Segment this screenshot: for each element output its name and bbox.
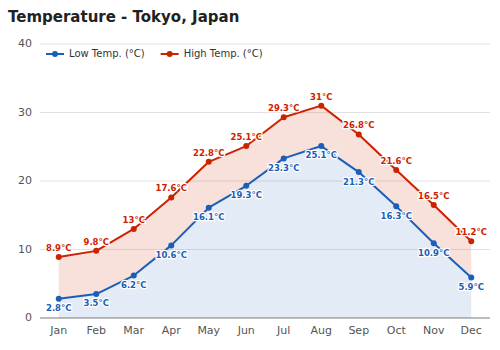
data-label: 2.8°C [46,303,72,313]
data-label: 16.3°C [381,211,412,221]
series-marker [356,131,362,137]
series-marker [281,114,287,120]
series-marker [56,254,62,260]
grid-line [40,112,490,113]
data-label: 21.6°C [381,156,412,166]
data-label: 29.3°C [268,103,299,113]
data-label: 22.8°C [193,148,224,158]
data-label: 16.5°C [418,191,449,201]
series-marker [356,169,362,175]
series-line [59,106,472,257]
legend-item: High Temp. (°C) [161,48,263,59]
x-tick-label: Apr [162,324,182,337]
legend-label: Low Temp. (°C) [69,48,145,59]
x-tick-label: Nov [423,324,445,337]
x-tick-label: Mar [123,324,144,337]
data-label: 25.1°C [231,132,262,142]
series-marker [468,238,474,244]
chart-svg: 0 10 20 30 40 Jan Feb Mar Apr May Jun Jul Aug Sep Oct N… [0,0,500,350]
grid [40,44,490,318]
series-marker [431,202,437,208]
data-label: 16.1°C [193,212,224,222]
data-label: 9.8°C [83,237,109,247]
series-marker [431,240,437,246]
series-marker [281,155,287,161]
series-marker [206,205,212,211]
series-marker [168,242,174,248]
series-marker [131,226,137,232]
series-marker [393,167,399,173]
data-label: 3.5°C [83,298,109,308]
legend: Low Temp. (°C) High Temp. (°C) [46,48,263,59]
x-tick-label: May [197,324,220,337]
x-tick-label: Oct [387,324,407,337]
y-tick-label: 30 [18,106,32,119]
series-marker [93,248,99,254]
legend-label: High Temp. (°C) [184,48,263,59]
x-tick-label: Jan [49,324,67,337]
data-label: 25.1°C [306,150,337,160]
chart-title: Temperature - Tokyo, Japan [8,8,239,26]
series-marker [168,194,174,200]
x-tick-label: Jun [237,324,255,337]
x-tick-label: Aug [311,324,332,337]
x-tick-label: Sep [348,324,369,337]
data-label: 8.9°C [46,243,72,253]
series-marker [393,203,399,209]
series-line [59,146,472,299]
data-label: 17.6°C [156,183,187,193]
x-tick-label: Jul [276,324,290,337]
legend-marker [52,51,58,57]
series-marker [468,275,474,281]
data-label: 11.2°C [456,227,487,237]
x-tick-label: Dec [461,324,482,337]
legend-item: Low Temp. (°C) [46,48,145,59]
legend-marker [167,51,173,57]
data-label: 5.9°C [458,282,484,292]
data-label: 10.9°C [418,248,449,258]
data-label: 23.3°C [268,163,299,173]
chart-container: 0 10 20 30 40 Jan Feb Mar Apr May Jun Jul Aug Sep Oct N… [0,0,500,350]
series-marker [56,296,62,302]
data-label: 19.3°C [231,190,262,200]
series-marker [318,103,324,109]
series-marker [243,143,249,149]
series-marker [206,159,212,165]
low-area [59,146,472,318]
data-labels: 2.8°C 3.5°C 6.2°C 10.6°C 16.1°C 19.3°C 23.3°C 2… [46,92,487,314]
series-marker [131,273,137,279]
data-label: 6.2°C [121,280,147,290]
grid-line [40,44,490,45]
y-tick-label: 40 [18,37,32,50]
plot-area [56,103,475,318]
y-tick-label: 0 [25,311,32,324]
data-label: 26.8°C [343,120,374,130]
data-label: 21.3°C [343,177,374,187]
series-marker [93,291,99,297]
y-tick-label: 20 [18,174,32,187]
y-tick-label: 10 [18,243,32,256]
data-label: 31°C [310,92,332,102]
series-marker [318,143,324,149]
data-label: 13°C [123,215,145,225]
data-label: 10.6°C [156,250,187,260]
range-area [59,106,472,299]
series-marker [243,183,249,189]
x-tick-label: Feb [87,324,106,337]
